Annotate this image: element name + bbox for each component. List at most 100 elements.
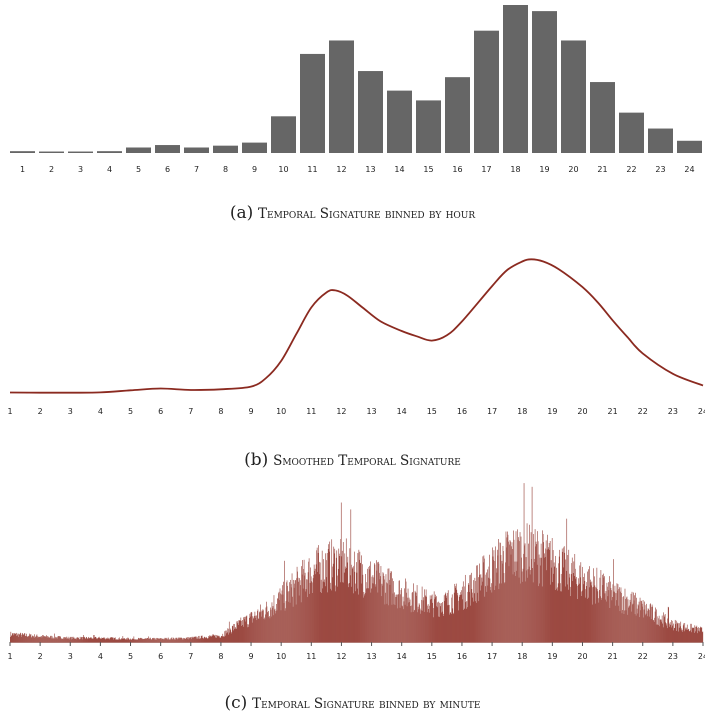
tick-label-6: 6 xyxy=(158,407,163,416)
bar-22 xyxy=(619,112,644,153)
minute-bar xyxy=(257,611,258,642)
minute-bar xyxy=(196,638,197,642)
minute-bar xyxy=(247,624,249,642)
minute-bar xyxy=(521,557,522,642)
minute-bar xyxy=(71,639,72,642)
minute-bar xyxy=(576,584,578,642)
minute-bar xyxy=(412,611,414,642)
minute-bar xyxy=(106,637,108,642)
minute-bar xyxy=(531,559,532,642)
minute-bar xyxy=(437,602,438,642)
minute-bar xyxy=(18,633,19,642)
minute-bar xyxy=(317,571,318,642)
minute-bar xyxy=(36,635,37,642)
minute-bar xyxy=(592,587,594,642)
minute-bar xyxy=(134,639,136,642)
minute-bar xyxy=(129,639,131,642)
minute-bar xyxy=(74,638,76,642)
minute-bar xyxy=(364,593,365,642)
minute-bar xyxy=(603,573,604,642)
minute-bar xyxy=(358,594,359,642)
minute-bar xyxy=(139,638,141,642)
minute-bar xyxy=(516,561,518,642)
minute-bar xyxy=(121,639,123,642)
minute-bar xyxy=(697,627,699,642)
minute-bar xyxy=(304,575,305,642)
minute-bar xyxy=(130,639,132,642)
minute-bar xyxy=(108,638,110,642)
minute-bar xyxy=(512,549,513,642)
minute-bar xyxy=(529,574,531,642)
minute-bar xyxy=(526,570,527,642)
minute-bar xyxy=(19,635,21,642)
minute-bar xyxy=(401,588,402,642)
minute-bar xyxy=(603,577,605,642)
minute-bar xyxy=(294,583,295,642)
minute-bar xyxy=(255,615,256,642)
minute-bar xyxy=(122,638,124,642)
tick-label-20: 20 xyxy=(568,165,578,174)
minute-bar xyxy=(465,608,467,642)
tick-label-9: 9 xyxy=(252,165,257,174)
minute-bar xyxy=(584,589,586,642)
minute-bar xyxy=(279,588,281,642)
minute-bar xyxy=(311,582,313,642)
minute-bar xyxy=(229,628,231,642)
minute-bar xyxy=(287,585,288,642)
tick-label-23: 23 xyxy=(668,652,678,661)
minute-bar xyxy=(33,637,35,642)
minute-bar xyxy=(62,639,64,642)
minute-bar xyxy=(399,580,400,642)
minute-bar xyxy=(409,602,410,642)
minute-bar xyxy=(490,590,491,642)
minute-bar xyxy=(579,577,581,642)
minute-bar xyxy=(568,577,570,642)
minute-bar xyxy=(581,566,583,642)
minute-bar xyxy=(660,621,662,642)
minute-bar xyxy=(686,624,688,642)
minute-bar xyxy=(347,556,349,642)
minute-bar xyxy=(443,615,445,642)
minute-bar xyxy=(168,639,170,642)
minute-bar xyxy=(314,570,315,642)
minute-bar xyxy=(478,601,480,642)
minute-bar xyxy=(601,599,602,642)
minute-bar xyxy=(195,636,197,642)
minute-bar xyxy=(37,636,38,642)
minute-bar xyxy=(258,618,260,642)
minute-bar xyxy=(440,606,442,642)
minute-bar xyxy=(180,637,181,642)
minute-bar xyxy=(164,637,166,642)
minute-bar xyxy=(356,572,358,642)
minute-bar xyxy=(376,560,377,642)
minute-bar xyxy=(599,577,601,642)
minute-bar xyxy=(11,635,13,642)
minute-bar xyxy=(497,549,498,642)
minute-bar xyxy=(471,572,472,642)
minute-bar xyxy=(55,636,56,642)
minute-bar xyxy=(632,604,633,642)
minute-bar xyxy=(358,549,360,642)
minute-bar xyxy=(263,610,264,642)
minute-bar xyxy=(375,586,377,642)
minute-bar xyxy=(112,637,114,642)
minute-bar xyxy=(400,594,401,642)
minute-bar xyxy=(68,638,70,642)
minute-bar xyxy=(415,592,417,642)
minute-bar xyxy=(473,601,475,642)
bar-15 xyxy=(416,100,441,153)
minute-bar xyxy=(610,587,612,642)
minute-bar xyxy=(248,624,249,642)
tick-label-22: 22 xyxy=(638,652,648,661)
minute-bar xyxy=(537,531,538,642)
minute-bar xyxy=(682,625,684,642)
minute-bar xyxy=(211,635,213,642)
minute-bar xyxy=(477,592,479,642)
minute-bar xyxy=(171,639,173,642)
minute-bar xyxy=(169,638,171,642)
minute-bar xyxy=(402,596,404,642)
minute-bar xyxy=(374,564,376,642)
minute-bar xyxy=(239,620,241,642)
minute-bar xyxy=(698,631,700,642)
